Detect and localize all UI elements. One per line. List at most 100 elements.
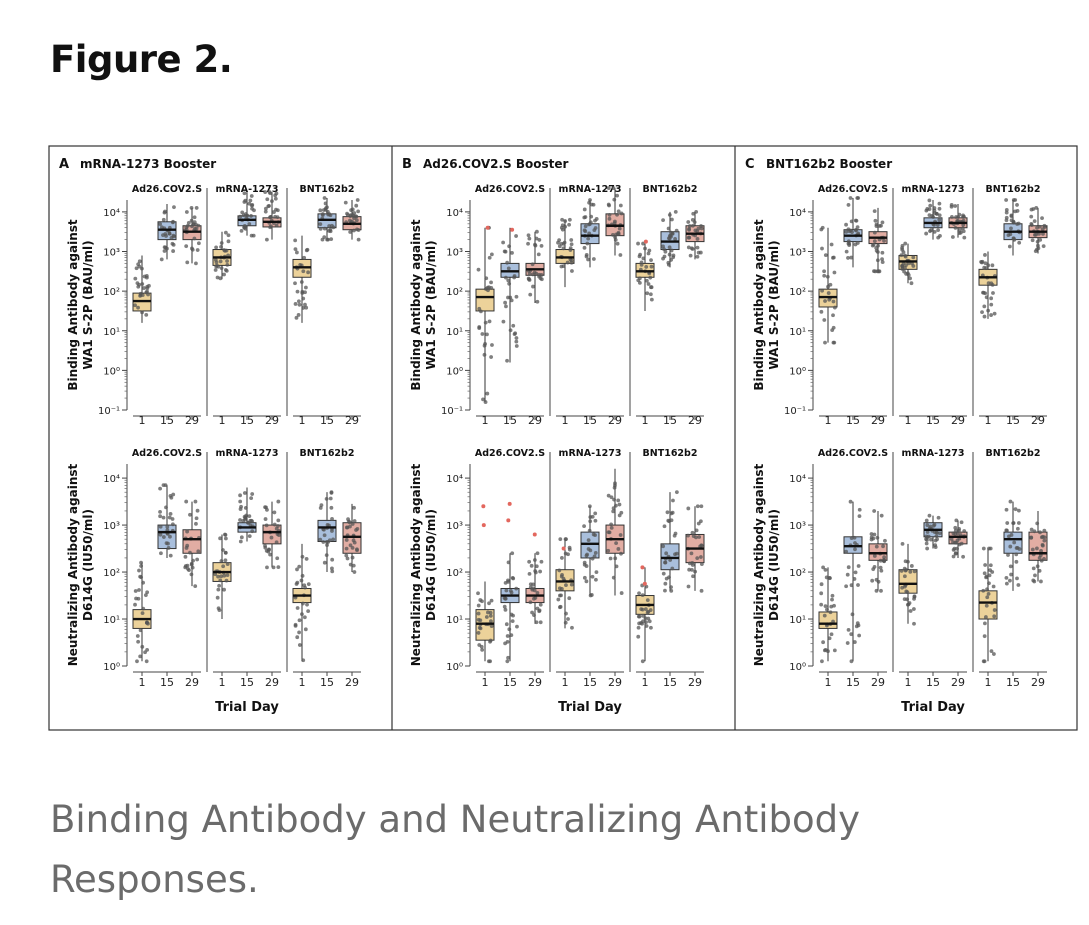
- data-point: [638, 252, 642, 257]
- data-point: [560, 217, 565, 222]
- data-point: [352, 228, 356, 233]
- data-point: [819, 602, 824, 607]
- data-point: [144, 290, 149, 295]
- data-point: [590, 556, 595, 561]
- data-point: [844, 549, 849, 554]
- data-point: [163, 232, 168, 236]
- data-point: [1035, 239, 1040, 244]
- data-point: [355, 227, 359, 232]
- data-point: [503, 275, 508, 280]
- data-point: [902, 584, 907, 589]
- data-point: [300, 612, 304, 617]
- data-point: [318, 222, 323, 227]
- data-point: [636, 625, 641, 630]
- data-point: [476, 603, 481, 608]
- data-point: [514, 344, 519, 348]
- data-point: [983, 621, 987, 626]
- data-point: [194, 206, 199, 210]
- data-point: [690, 567, 694, 572]
- data-point: [646, 251, 651, 256]
- data-point: [300, 554, 305, 559]
- data-point: [902, 574, 907, 579]
- data-point: [673, 209, 678, 214]
- data-point: [243, 515, 248, 520]
- data-point: [188, 550, 192, 555]
- data-point: [1004, 507, 1009, 512]
- x-tick-label: 1: [642, 676, 649, 689]
- data-point: [561, 246, 566, 251]
- data-point: [355, 548, 359, 553]
- data-point: [564, 537, 568, 542]
- data-point: [585, 241, 590, 246]
- y-tick-label: 10⁴: [446, 208, 463, 219]
- data-point: [1013, 198, 1018, 202]
- data-point: [957, 542, 962, 547]
- data-point: [344, 538, 349, 542]
- data-point: [190, 565, 195, 570]
- data-point: [844, 584, 849, 589]
- data-point: [819, 582, 824, 587]
- data-point: [325, 237, 330, 242]
- data-point: [218, 259, 223, 264]
- data-point: [329, 490, 334, 495]
- data-point: [669, 585, 673, 590]
- data-point: [297, 630, 301, 635]
- data-point: [252, 208, 256, 213]
- x-axis-label: Trial Day: [558, 700, 622, 715]
- data-point: [583, 229, 588, 234]
- x-tick-label: 1: [985, 414, 992, 427]
- data-point: [351, 538, 356, 543]
- outlier-point: [510, 227, 515, 232]
- data-point: [527, 272, 532, 276]
- data-point: [188, 512, 192, 517]
- data-point: [504, 304, 508, 309]
- y-tick-label: 10¹: [789, 327, 806, 338]
- data-point: [319, 503, 324, 508]
- data-point: [1009, 226, 1013, 231]
- data-point: [1005, 521, 1010, 525]
- x-tick-label: 15: [583, 414, 597, 427]
- data-point: [594, 217, 599, 221]
- data-point: [137, 264, 142, 269]
- data-point: [1017, 508, 1021, 513]
- data-point: [263, 209, 268, 214]
- data-point: [856, 231, 861, 236]
- data-point: [214, 260, 219, 265]
- data-point: [962, 214, 966, 219]
- data-point: [927, 207, 932, 212]
- x-tick-label: 15: [846, 414, 860, 427]
- data-point: [828, 282, 833, 287]
- data-point: [844, 222, 848, 227]
- data-point: [584, 553, 589, 558]
- data-point: [489, 598, 494, 603]
- group-label: BNT162b2: [300, 448, 355, 459]
- data-point: [272, 522, 277, 527]
- data-point: [134, 266, 139, 271]
- data-point: [613, 556, 618, 561]
- y-tick-label: 10¹: [446, 615, 463, 626]
- data-point: [482, 352, 487, 357]
- data-point: [823, 604, 828, 608]
- data-point: [293, 623, 298, 628]
- group-label: Ad26.COV2.S: [132, 448, 202, 459]
- data-point: [318, 537, 323, 542]
- data-point: [274, 526, 279, 531]
- data-point: [986, 308, 991, 313]
- group-label: Ad26.COV2.S: [818, 184, 888, 195]
- data-point: [321, 540, 326, 544]
- data-point: [616, 547, 621, 551]
- data-point: [557, 568, 562, 573]
- data-point: [644, 620, 648, 625]
- data-point: [195, 248, 200, 252]
- x-tick-label: 29: [265, 414, 279, 427]
- x-tick-label: 15: [663, 676, 677, 689]
- data-point: [853, 242, 858, 247]
- data-point: [874, 245, 879, 250]
- data-point: [322, 533, 327, 538]
- data-point: [593, 226, 598, 230]
- data-point: [1013, 507, 1018, 512]
- data-point: [159, 551, 163, 556]
- data-point: [608, 556, 613, 561]
- data-point: [168, 534, 172, 539]
- data-point: [661, 571, 666, 576]
